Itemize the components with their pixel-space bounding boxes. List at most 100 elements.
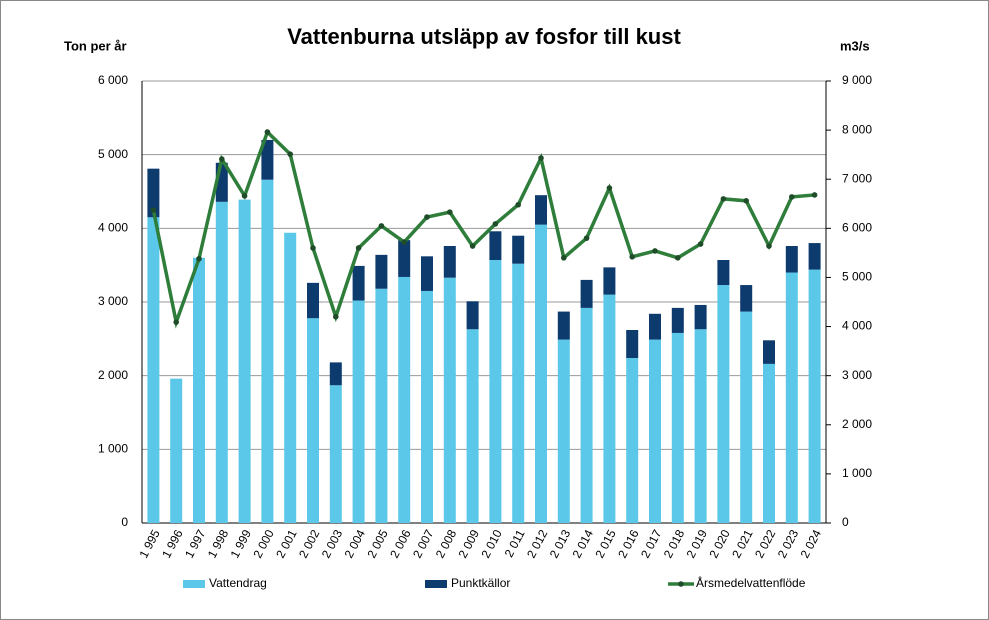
- line-marker: [424, 214, 430, 220]
- bar: [398, 240, 411, 277]
- bar: [284, 232, 297, 523]
- bar: [193, 257, 205, 523]
- y-tick-label: 4 000: [98, 221, 128, 235]
- y2-axis-label: m3/s: [840, 38, 870, 53]
- bar: [717, 260, 730, 286]
- line-marker: [401, 239, 408, 245]
- bar: [398, 276, 411, 523]
- legend-swatch: [183, 580, 205, 588]
- y2-tick-label: 7 000: [842, 171, 872, 185]
- y-tick-label: 0: [121, 515, 128, 529]
- line-marker: [652, 248, 658, 254]
- line-marker: [629, 254, 635, 260]
- y2-tick-label: 3 000: [842, 368, 872, 382]
- line-marker: [355, 245, 362, 251]
- bar: [375, 288, 388, 523]
- line-marker: [561, 254, 567, 261]
- y-tick-label: 6 000: [98, 73, 128, 87]
- bar: [489, 231, 502, 261]
- y2-tick-label: 9 000: [842, 73, 872, 87]
- bar: [238, 199, 251, 523]
- line-marker: [789, 194, 795, 200]
- line-marker: [492, 221, 499, 227]
- bar: [466, 329, 479, 523]
- y-tick-label: 5 000: [98, 147, 128, 161]
- bar: [147, 217, 160, 524]
- bar: [535, 195, 547, 225]
- bar: [580, 279, 593, 308]
- bar: [694, 329, 707, 523]
- bar: [170, 378, 183, 523]
- line-marker: [310, 245, 316, 251]
- bar: [557, 339, 570, 523]
- line-marker: [196, 255, 202, 262]
- y2-tick-label: 2 000: [842, 417, 872, 431]
- bar: [329, 362, 342, 386]
- bar: [785, 272, 798, 523]
- bar: [649, 339, 661, 523]
- bar: [580, 307, 593, 523]
- bar: [808, 243, 821, 270]
- bar: [261, 179, 274, 524]
- legend-label: Punktkällor: [451, 576, 510, 590]
- bar: [603, 267, 616, 295]
- line-marker: [538, 155, 544, 161]
- bar: [785, 246, 798, 273]
- bar: [535, 224, 547, 523]
- bar: [261, 139, 274, 180]
- y2-tick-label: 5 000: [842, 270, 872, 284]
- bar: [512, 235, 525, 264]
- bar: [671, 332, 684, 523]
- bar: [215, 201, 228, 523]
- line-marker: [811, 192, 818, 198]
- bar: [421, 256, 433, 291]
- bar: [375, 254, 388, 289]
- line-marker: [378, 223, 385, 229]
- chart-title: Vattenburna utsläpp av fosfor till kust: [287, 24, 681, 49]
- y-axis-label: Ton per år: [64, 38, 127, 53]
- line-marker: [333, 313, 339, 320]
- line-marker: [697, 241, 704, 247]
- y2-tick-label: 6 000: [842, 221, 872, 235]
- line-marker: [469, 243, 476, 249]
- line-marker: [515, 201, 521, 208]
- line-marker: [766, 243, 772, 249]
- line-marker: [675, 254, 681, 261]
- line-marker: [743, 198, 749, 204]
- line-marker: [241, 193, 248, 199]
- line-marker: [264, 129, 271, 135]
- y-tick-label: 1 000: [98, 442, 128, 456]
- bar: [352, 300, 365, 523]
- bar: [626, 329, 639, 358]
- line-marker: [173, 319, 179, 325]
- bar: [443, 246, 456, 278]
- bar: [352, 265, 365, 301]
- y-tick-label: 2 000: [98, 368, 128, 382]
- line-marker: [219, 156, 225, 162]
- bar: [557, 311, 570, 340]
- bar: [808, 269, 821, 523]
- bar: [489, 260, 502, 523]
- y2-tick-label: 0: [842, 515, 849, 529]
- legend-marker: [678, 581, 684, 587]
- bar: [147, 168, 160, 218]
- line-marker: [606, 185, 613, 191]
- line-marker: [287, 151, 294, 157]
- bar: [466, 301, 479, 330]
- bar: [763, 340, 775, 364]
- line: [151, 128, 815, 329]
- bar: [421, 290, 433, 523]
- legend-label: Årsmedelvattenflöde: [696, 575, 806, 590]
- bar: [443, 277, 456, 523]
- bar: [307, 318, 319, 523]
- line-marker: [150, 207, 157, 213]
- bar: [649, 313, 661, 340]
- bar: [694, 304, 707, 330]
- bar: [307, 282, 319, 319]
- bar: [329, 385, 342, 523]
- bar: [626, 357, 639, 523]
- bar: [763, 363, 775, 523]
- y2-tick-label: 8 000: [842, 122, 872, 136]
